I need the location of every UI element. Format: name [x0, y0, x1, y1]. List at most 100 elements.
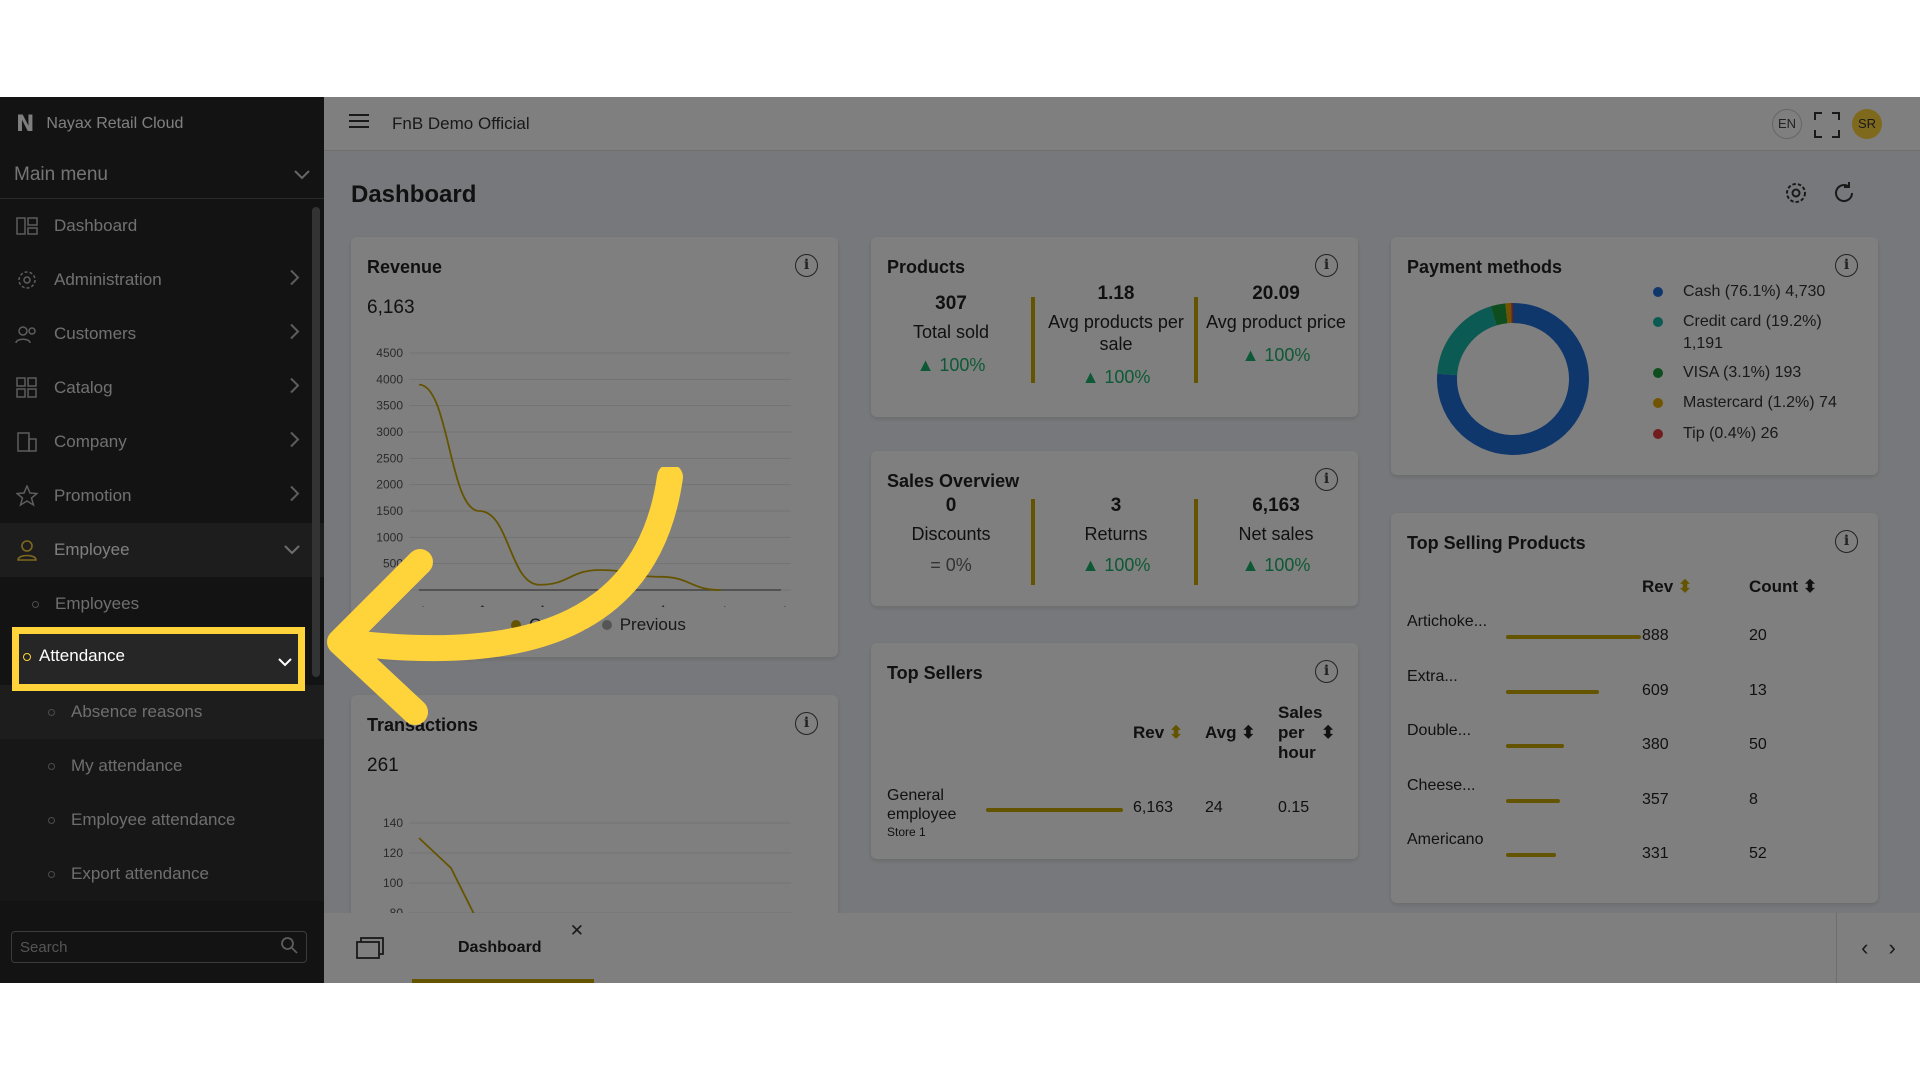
bullet-icon: [48, 816, 55, 824]
info-icon[interactable]: i: [1835, 530, 1858, 553]
sidebar-item-customers[interactable]: Customers: [0, 307, 324, 361]
info-icon[interactable]: i: [1315, 254, 1338, 277]
fullscreen-icon[interactable]: [1814, 112, 1840, 143]
tab-label: Dashboard: [458, 939, 542, 956]
sidebar-subitem-export-attendance[interactable]: Export attendance: [0, 847, 324, 901]
close-icon[interactable]: ✕: [569, 921, 584, 940]
legend-swatch: [1653, 368, 1663, 378]
avatar[interactable]: SR: [1852, 109, 1882, 139]
bullet-icon: [32, 600, 39, 608]
product-rev-bar: [1506, 744, 1564, 748]
column-header-rev[interactable]: Rev ⬍: [1642, 577, 1693, 596]
y-tick-label: 4500: [376, 346, 403, 360]
chevron-left-icon[interactable]: ‹: [1861, 935, 1869, 960]
info-icon[interactable]: i: [795, 254, 818, 277]
refresh-icon[interactable]: [1832, 181, 1856, 210]
sidebar-subitem-employees[interactable]: Employees: [0, 577, 324, 631]
column-header-rev[interactable]: Rev ⬍: [1133, 723, 1184, 742]
windows-icon[interactable]: [356, 937, 384, 964]
kpi-label: Returns: [1084, 524, 1148, 544]
sidebar-item-promotion[interactable]: Promotion: [0, 469, 324, 523]
sidebar-subitem-employee-attendance[interactable]: Employee attendance: [0, 793, 324, 847]
sort-icon[interactable]: ⬍: [1321, 723, 1336, 742]
sidebar-item-company[interactable]: Company: [0, 415, 324, 469]
column-header-sales-per-hour[interactable]: Sales per hour: [1278, 703, 1323, 762]
settings-gear-icon[interactable]: [1784, 181, 1808, 210]
chevron-down-icon: [284, 540, 300, 560]
x-tick-label: Jul: [776, 602, 797, 607]
product-name: Artichoke...: [1407, 613, 1488, 630]
legend-item[interactable]: Credit card (19.2%) 1,191: [1653, 311, 1863, 355]
app-name: Nayax Retail Cloud: [46, 115, 184, 132]
tab-bar: Dashboard ✕ ‹ ›: [324, 913, 1920, 983]
legend-swatch: [1653, 398, 1663, 408]
kpi-returns: 3 Returns ▲ 100%: [1046, 495, 1186, 576]
sidebar-item-label: Promotion: [54, 486, 132, 505]
kpi-value: 3: [1110, 495, 1122, 516]
info-icon[interactable]: i: [1315, 660, 1338, 683]
legend-item[interactable]: VISA (3.1%) 193: [1653, 362, 1863, 384]
info-icon[interactable]: i: [1315, 468, 1338, 491]
sidebar-item-employee[interactable]: Employee: [0, 523, 324, 577]
sidebar-subitem-absence-reasons[interactable]: Absence reasons: [0, 685, 324, 739]
top-bar: FnB Demo Official EN SR: [324, 97, 1920, 151]
sidebar-subitem-attendance-highlight[interactable]: Attendance: [12, 627, 305, 691]
kpi-change: ▲ 100%: [1241, 345, 1311, 365]
y-tick-label: 100: [383, 876, 403, 890]
kpi-avg-products-per-sale: 1.18 Avg products per sale ▲ 100%: [1036, 283, 1196, 388]
hamburger-menu-icon[interactable]: [348, 113, 370, 134]
sidebar-item-dashboard[interactable]: Dashboard: [0, 199, 324, 253]
sidebar-search-input[interactable]: Search: [11, 931, 307, 963]
store-name: FnB Demo Official: [392, 113, 530, 133]
divider: [1031, 297, 1035, 383]
donut-slice: [1490, 303, 1508, 326]
column-header-avg[interactable]: Avg ⬍: [1205, 723, 1256, 742]
sidebar: N Nayax Retail Cloud Main menu Dashboard…: [0, 97, 324, 983]
bullet-icon: [23, 653, 31, 661]
chevron-right-icon: [290, 377, 300, 399]
legend-item[interactable]: Tip (0.4%) 26: [1653, 423, 1863, 445]
product-rev: 380: [1642, 736, 1669, 753]
kpi-change: ▲ 100%: [1081, 555, 1151, 575]
info-icon[interactable]: i: [1835, 254, 1858, 277]
card-title: Payment methods: [1407, 257, 1563, 277]
chevron-right-icon[interactable]: ›: [1888, 935, 1896, 960]
column-header-count[interactable]: Count ⬍: [1749, 577, 1818, 596]
kpi-label: Avg products per sale: [1048, 312, 1184, 354]
tab-dashboard[interactable]: Dashboard ✕: [412, 913, 594, 983]
kpi-change: = 0%: [930, 555, 972, 575]
product-rev-bar: [1506, 635, 1641, 639]
sidebar-subitem-my-attendance[interactable]: My attendance: [0, 739, 324, 793]
sidebar-subitem-label: Attendance: [39, 646, 126, 665]
info-icon[interactable]: i: [795, 712, 818, 735]
legend-item[interactable]: Cash (76.1%) 4,730: [1653, 281, 1863, 303]
sidebar-item-label: Dashboard: [54, 216, 138, 235]
kpi-value: 307: [935, 293, 967, 314]
legend-item[interactable]: Mastercard (1.2%) 74: [1653, 392, 1863, 414]
card-title: Products: [887, 257, 966, 277]
language-button[interactable]: EN: [1772, 109, 1802, 139]
building-icon: [14, 431, 40, 453]
card-title: Top Sellers: [887, 663, 983, 683]
chevron-right-icon: [290, 485, 300, 507]
legend-swatch: [1653, 317, 1663, 327]
users-icon: [14, 324, 40, 344]
sidebar-scrollbar[interactable]: [312, 207, 320, 677]
chevron-right-icon: [290, 431, 300, 453]
product-name: Cheese...: [1407, 776, 1476, 794]
legend-label: Mastercard (1.2%) 74: [1683, 394, 1837, 411]
app-window: N Nayax Retail Cloud Main menu Dashboard…: [0, 97, 1920, 983]
person-icon: [14, 539, 40, 561]
card-title: Revenue: [367, 257, 443, 277]
chevron-down-icon: [294, 164, 310, 186]
y-tick-label: 140: [383, 816, 403, 830]
sidebar-item-catalog[interactable]: Catalog: [0, 361, 324, 415]
bullet-icon: [48, 870, 55, 878]
annotation-arrow: [327, 467, 683, 725]
product-rev-bar: [1506, 853, 1557, 857]
sidebar-subitem-label: My attendance: [71, 756, 183, 775]
kpi-label: Net sales: [1238, 524, 1314, 544]
main-menu-header[interactable]: Main menu: [0, 151, 324, 199]
sidebar-item-administration[interactable]: Administration: [0, 253, 324, 307]
product-rev: 609: [1642, 681, 1669, 699]
